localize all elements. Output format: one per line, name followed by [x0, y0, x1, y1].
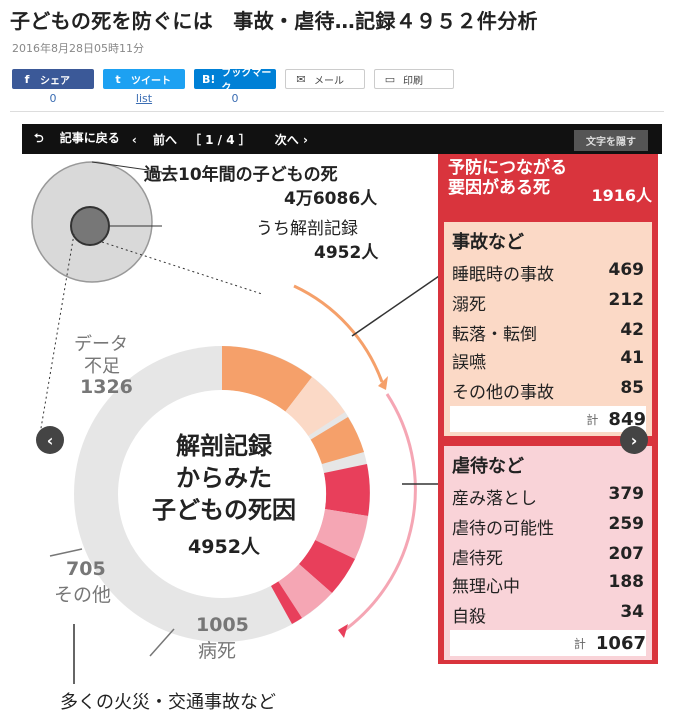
article-title: 子どもの死を防ぐには 事故・虐待…記録４９５２件分析	[10, 9, 538, 33]
other-value: 705	[66, 558, 106, 580]
autopsy-count: 4952人	[314, 243, 379, 263]
segment-abandon	[324, 464, 370, 516]
hide-text-button[interactable]: 文字を隠す	[574, 130, 648, 151]
data-short-value: 1326	[80, 376, 133, 398]
abuse-arrowhead	[338, 624, 348, 638]
print-button[interactable]: ▭ 印刷	[374, 69, 454, 89]
past-deaths-title: 過去10年間の子どもの死	[144, 165, 338, 185]
infographic: 過去10年間の子どもの死 4万6086人 うち解剖記録 4952人 解剖記録 か…	[22, 154, 662, 718]
other-label: その他	[54, 584, 112, 606]
segment-suicide	[271, 581, 302, 624]
accident-arc-arrow	[293, 284, 384, 383]
list-item: 自殺 34	[452, 602, 644, 627]
article-date: 2016年8月28日05時11分	[12, 42, 144, 55]
list-item: 溺死 212	[452, 290, 644, 315]
facebook-share-button[interactable]: f シェア	[12, 69, 94, 89]
list-item: 虐待死 207	[452, 544, 644, 569]
prev-link[interactable]: ‹ 前へ	[131, 132, 177, 147]
page-indicator: ［ 1 / 4 ］	[188, 132, 251, 147]
back-label: 記事に戻る	[59, 130, 120, 145]
facebook-count: 0	[49, 92, 57, 105]
data-short-label-1: データ	[74, 334, 128, 355]
abuse-box: 虐待など 産み落とし 379 虐待の可能性 259 虐待死 207 無理心中 188 自…	[444, 446, 652, 660]
center-line2: からみた	[176, 464, 272, 492]
facebook-icon: f	[24, 72, 30, 86]
divider	[10, 111, 664, 112]
prevention-panel: 予防につながる 要因がある死 1916人 事故など 睡眠時の事故 469 溺死 21…	[438, 154, 658, 664]
next-label: 次へ	[274, 132, 299, 147]
hatena-count: 0	[231, 92, 239, 105]
dotted-line	[101, 241, 263, 295]
panel-total: 1916人	[591, 186, 652, 205]
print-icon: ▭	[384, 72, 396, 86]
autopsy-label: うち解剖記録	[256, 219, 358, 239]
mail-icon: ✉	[296, 72, 306, 86]
center-line1: 解剖記録	[176, 432, 272, 460]
prev-label: 前へ	[152, 132, 177, 147]
twitter-count-link[interactable]: list	[135, 92, 153, 105]
back-to-article-link[interactable]: ⮌ 記事に戻る	[34, 130, 120, 145]
segment-abuse-death	[299, 540, 355, 593]
list-item: 産み落とし 379	[452, 484, 644, 509]
prev-image-button[interactable]: ‹	[36, 426, 64, 454]
segment-divider	[149, 628, 175, 657]
panel-heading-line2: 要因がある死	[448, 178, 550, 198]
segment-other-accident	[310, 417, 364, 464]
accident-arrowhead	[378, 376, 388, 390]
footnote: 多くの火災・交通事故など	[60, 692, 276, 713]
segment-possible-abuse	[315, 509, 368, 559]
list-item: 睡眠時の事故 469	[452, 260, 644, 285]
segment-drowning	[285, 377, 345, 436]
chevron-left-icon: ‹	[46, 430, 54, 450]
next-image-button[interactable]: ›	[620, 426, 648, 454]
dotted-line	[39, 233, 75, 435]
accident-box: 事故など 睡眠時の事故 469 溺死 212 転落・転倒 42 誤嚥 41 その他の事故…	[444, 222, 652, 436]
gallery-nav-bar: ⮌ 記事に戻る ‹ 前へ ［ 1 / 4 ］ 次へ › 文字を隠す	[22, 124, 662, 154]
list-item: 転落・転倒 42	[452, 320, 644, 345]
segment-sleep	[222, 346, 312, 412]
center-line3: 子どもの死因	[152, 496, 296, 524]
panel-heading: 予防につながる 要因がある死	[448, 158, 567, 198]
center-count: 4952人	[188, 536, 260, 558]
list-item: 無理心中 188	[452, 572, 644, 597]
infographic-drawing	[31, 161, 443, 684]
donut-hole	[118, 390, 326, 598]
mail-button[interactable]: ✉ メール	[285, 69, 365, 89]
abuse-total: 計 1067	[450, 630, 646, 656]
list-item: 誤嚥 41	[452, 348, 644, 373]
hatena-bookmark-button[interactable]: B! ブックマーク	[194, 68, 276, 94]
facebook-share-label: シェア	[40, 75, 70, 87]
data-short-label-2: 不足	[84, 356, 120, 377]
accident-title: 事故など	[452, 232, 524, 253]
twitter-share-button[interactable]: t ツイート	[103, 69, 185, 89]
mail-label: メール	[314, 75, 344, 87]
chevron-right-icon: ›	[630, 430, 638, 450]
list-item: その他の事故 85	[452, 378, 644, 403]
hatena-label: ブックマーク	[221, 68, 272, 94]
segment-murder-suicide	[278, 564, 332, 618]
segment-divider	[49, 548, 83, 557]
past-deaths-count: 4万6086人	[284, 189, 378, 209]
disease-value: 1005	[196, 614, 249, 636]
twitter-share-label: ツイート	[131, 75, 171, 87]
leader-line	[351, 273, 443, 337]
hatena-icon: B!	[202, 72, 216, 86]
leader-line	[91, 161, 163, 173]
autopsy-circle	[70, 206, 110, 246]
disease-label: 病死	[198, 640, 237, 662]
panel-heading-line1: 予防につながる	[448, 158, 567, 178]
print-label: 印刷	[403, 75, 423, 87]
next-link[interactable]: 次へ ›	[274, 132, 308, 147]
abuse-title: 虐待など	[452, 456, 524, 477]
twitter-icon: t	[115, 72, 121, 86]
list-item: 虐待の可能性 259	[452, 514, 644, 539]
abuse-arc-arrow	[341, 393, 417, 634]
accident-total: 計 849	[450, 406, 646, 432]
